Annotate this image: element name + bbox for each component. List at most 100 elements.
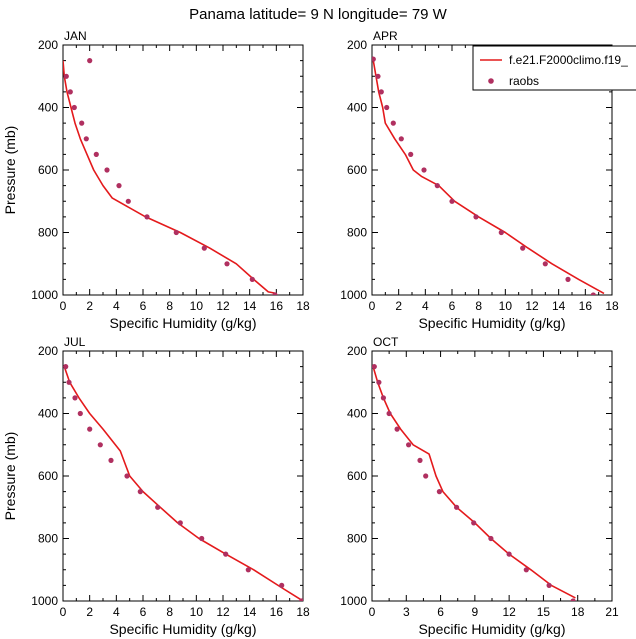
y-tick-label: 200 — [38, 344, 58, 358]
x-tick-label: 10 — [190, 605, 204, 619]
data-point-raobs — [137, 489, 143, 495]
data-point-raobs — [77, 410, 83, 417]
y-tick-label: 200 — [38, 38, 58, 52]
data-point-raobs — [79, 120, 85, 126]
data-point-raobs — [378, 89, 384, 95]
data-point-raobs — [398, 136, 404, 142]
panel-apr: APR 0 2 4 6 8 10 12 14 16 18 200 400 600 800 1000 Specif… — [340, 29, 619, 331]
legend-label: f.e21.F2000climo.f19_ — [509, 53, 628, 67]
data-point-raobs — [173, 229, 179, 236]
x-tick-label: 12 — [525, 299, 539, 313]
data-point-raobs — [408, 151, 414, 157]
data-point-raobs — [372, 56, 376, 62]
data-point-raobs — [87, 58, 93, 64]
data-point-raobs — [417, 457, 423, 463]
x-tick-label: 14 — [243, 605, 257, 619]
series-line-model — [63, 60, 277, 295]
y-tick-label: 800 — [38, 532, 58, 546]
y-axis-label: Pressure (mb) — [2, 432, 18, 521]
data-point-raobs — [436, 489, 442, 495]
panel-label: JAN — [64, 29, 87, 43]
legend-box — [472, 45, 636, 91]
legend: f.e21.F2000climo.f19_raobs — [472, 45, 636, 91]
data-point-raobs — [454, 504, 460, 510]
data-point-raobs — [520, 245, 526, 251]
x-tick-label: 6 — [140, 299, 147, 313]
x-axis-label: Specific Humidity (g/kg) — [109, 315, 256, 331]
x-axis-label: Specific Humidity (g/kg) — [109, 621, 256, 637]
y-tick-label: 400 — [347, 101, 367, 115]
data-point-raobs — [87, 426, 93, 432]
data-point-raobs — [570, 598, 576, 601]
data-point-raobs — [155, 504, 161, 510]
data-point-raobs — [375, 73, 381, 79]
panel-jul: JUL 0 2 4 6 8 10 12 14 16 18 200 400 600 800 1000 Specif… — [2, 335, 310, 637]
plot-data — [63, 58, 278, 295]
x-tick-label: 12 — [216, 299, 230, 313]
x-tick-label: 0 — [60, 605, 67, 619]
y-tick-label: 1000 — [31, 288, 58, 302]
data-point-raobs — [93, 151, 99, 157]
y-tick-label: 800 — [347, 226, 367, 240]
plot-data — [63, 364, 303, 601]
data-point-raobs — [66, 379, 72, 385]
data-point-raobs — [108, 457, 114, 463]
x-tick-label: 14 — [243, 299, 257, 313]
data-point-raobs — [272, 292, 278, 295]
data-point-raobs — [546, 582, 552, 589]
y-tick-label: 600 — [347, 163, 367, 177]
x-tick-label: 6 — [437, 605, 444, 619]
x-tick-label: 0 — [369, 299, 376, 313]
y-tick-label: 1000 — [340, 594, 367, 608]
x-tick-label: 16 — [270, 605, 284, 619]
data-point-raobs — [125, 198, 131, 204]
x-axis-label: Specific Humidity (g/kg) — [418, 621, 565, 637]
x-tick-label: 18 — [296, 299, 310, 313]
data-point-raobs — [390, 120, 396, 126]
x-tick-label: 16 — [270, 299, 284, 313]
data-point-raobs — [63, 73, 69, 79]
data-point-raobs — [421, 167, 427, 173]
data-point-raobs — [449, 198, 455, 204]
y-tick-label: 1000 — [31, 594, 58, 608]
data-point-raobs — [116, 183, 122, 189]
data-point-raobs — [83, 136, 89, 142]
data-point-raobs — [471, 520, 477, 526]
x-tick-label: 8 — [475, 299, 482, 313]
data-point-raobs — [249, 276, 255, 282]
data-point-raobs — [384, 104, 390, 111]
y-tick-label: 200 — [347, 344, 367, 358]
data-point-raobs — [372, 364, 377, 370]
data-point-raobs — [488, 535, 494, 542]
x-tick-label: 0 — [369, 605, 376, 619]
x-tick-label: 4 — [113, 605, 120, 619]
data-point-raobs — [590, 292, 596, 295]
y-tick-label: 200 — [347, 38, 367, 52]
y-tick-label: 400 — [347, 407, 367, 421]
plot-frame — [62, 44, 304, 296]
data-point-raobs — [245, 567, 251, 573]
y-axis-label: Pressure (mb) — [2, 126, 18, 215]
data-point-raobs — [224, 261, 230, 267]
x-tick-label: 21 — [605, 605, 619, 619]
figure-title: Panama latitude= 9 N longitude= 79 W — [189, 6, 448, 23]
y-tick-label: 400 — [38, 407, 58, 421]
plot-frame — [62, 350, 304, 602]
x-tick-label: 8 — [166, 299, 173, 313]
x-axis-label: Specific Humidity (g/kg) — [418, 315, 565, 331]
y-tick-label: 400 — [38, 101, 58, 115]
x-tick-label: 18 — [605, 299, 619, 313]
data-point-raobs — [506, 551, 512, 557]
data-point-raobs — [376, 379, 382, 385]
y-tick-label: 600 — [38, 163, 58, 177]
data-point-raobs — [386, 410, 392, 417]
plot-data — [372, 364, 576, 601]
series-line-model — [63, 366, 303, 601]
series-line-model — [372, 60, 605, 295]
data-point-raobs — [201, 245, 207, 251]
panel-label: OCT — [373, 335, 399, 349]
data-point-raobs — [71, 104, 77, 111]
y-tick-label: 800 — [38, 226, 58, 240]
data-point-raobs — [144, 214, 150, 220]
